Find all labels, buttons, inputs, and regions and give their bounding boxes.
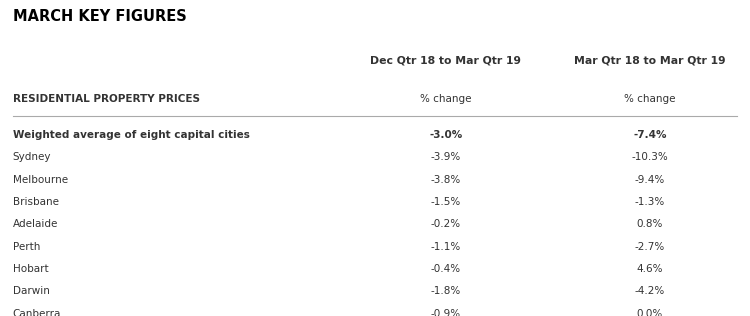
Text: -0.4%: -0.4%: [431, 264, 461, 274]
Text: RESIDENTIAL PROPERTY PRICES: RESIDENTIAL PROPERTY PRICES: [13, 94, 200, 104]
Text: -9.4%: -9.4%: [634, 174, 665, 185]
Text: Brisbane: Brisbane: [13, 197, 58, 207]
Text: % change: % change: [624, 94, 676, 104]
Text: Dec Qtr 18 to Mar Qtr 19: Dec Qtr 18 to Mar Qtr 19: [370, 55, 521, 65]
Text: -1.1%: -1.1%: [430, 242, 461, 252]
Text: Melbourne: Melbourne: [13, 174, 68, 185]
Text: Darwin: Darwin: [13, 286, 50, 296]
Text: MARCH KEY FIGURES: MARCH KEY FIGURES: [13, 9, 186, 24]
Text: Perth: Perth: [13, 242, 40, 252]
Text: -10.3%: -10.3%: [632, 152, 668, 162]
Text: Mar Qtr 18 to Mar Qtr 19: Mar Qtr 18 to Mar Qtr 19: [574, 55, 726, 65]
Text: -1.3%: -1.3%: [634, 197, 665, 207]
Text: 0.0%: 0.0%: [637, 309, 663, 316]
Text: Sydney: Sydney: [13, 152, 51, 162]
Text: 4.6%: 4.6%: [637, 264, 663, 274]
Text: -1.8%: -1.8%: [430, 286, 461, 296]
Text: -2.7%: -2.7%: [634, 242, 665, 252]
Text: -7.4%: -7.4%: [633, 130, 667, 140]
Text: -0.2%: -0.2%: [431, 219, 461, 229]
Text: Weighted average of eight capital cities: Weighted average of eight capital cities: [13, 130, 250, 140]
Text: 0.8%: 0.8%: [637, 219, 663, 229]
Text: % change: % change: [420, 94, 472, 104]
Text: -3.0%: -3.0%: [429, 130, 463, 140]
Text: -4.2%: -4.2%: [634, 286, 665, 296]
Text: -3.8%: -3.8%: [430, 174, 461, 185]
Text: -3.9%: -3.9%: [430, 152, 461, 162]
Text: Canberra: Canberra: [13, 309, 61, 316]
Text: -1.5%: -1.5%: [430, 197, 461, 207]
Text: Hobart: Hobart: [13, 264, 48, 274]
Text: Adelaide: Adelaide: [13, 219, 58, 229]
Text: -0.9%: -0.9%: [431, 309, 461, 316]
